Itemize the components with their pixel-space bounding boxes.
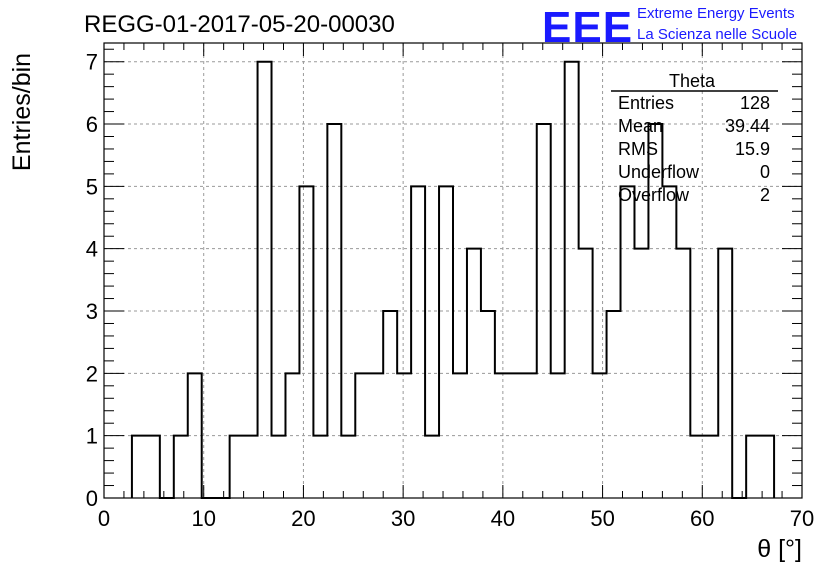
x-tick-label: 40: [491, 506, 515, 531]
histogram-bin: [341, 436, 355, 498]
histogram-bin: [746, 436, 760, 498]
histogram-bin: [760, 436, 774, 498]
x-tick-label: 30: [391, 506, 415, 531]
plot-frame: [103, 42, 803, 499]
histogram-outline: [130, 60, 776, 499]
y-tick-label: 1: [86, 424, 98, 449]
histogram-bin: [146, 436, 160, 498]
histogram-bin: [244, 436, 258, 498]
histogram-bin: [425, 436, 439, 498]
logo-line-2: La Scienza nelle Scuole: [637, 26, 797, 43]
y-tick-label: 4: [86, 237, 98, 262]
logo-line-1: Extreme Energy Events: [637, 5, 795, 22]
x-tick-label: 10: [191, 506, 215, 531]
y-tick-label: 2: [86, 361, 98, 386]
histogram-bin: [313, 436, 327, 498]
stats-row-value: 0: [760, 162, 770, 182]
stats-row-label: RMS: [618, 139, 658, 159]
eee-logo: EEE Extreme Energy Events La Scienza nel…: [542, 3, 797, 52]
histogram-bin: [439, 186, 453, 498]
histogram-bin: [383, 311, 397, 498]
stats-row-value: 15.9: [735, 139, 770, 159]
chart-title: REGG-01-2017-05-20-00030: [84, 11, 395, 38]
stats-rows: Entries 128 Mean 39.44 RMS 15.9 Underflow 0 Over…: [618, 93, 770, 205]
x-tick-label: 20: [291, 506, 315, 531]
y-tick-label: 3: [86, 299, 98, 324]
histogram-bin: [174, 436, 188, 498]
histogram-bin: [299, 186, 313, 498]
histogram-bin: [258, 62, 272, 498]
stats-row-label: Mean: [618, 116, 663, 136]
x-tick-label: 0: [98, 506, 110, 531]
stats-row-value: 128: [740, 93, 770, 113]
y-axis-label: Entries/bin: [8, 53, 36, 171]
histogram-bin: [481, 311, 495, 498]
histogram-bin: [662, 186, 676, 498]
x-axis-label: θ [°]: [757, 535, 802, 563]
x-axis-ticks: 0 10 20 30 40 50 60 70: [98, 43, 814, 531]
y-axis-ticks: 0 1 2 3 4 5 6 7: [86, 48, 802, 511]
histogram-bin: [565, 62, 579, 498]
x-tick-label: 50: [590, 506, 614, 531]
y-tick-label: 5: [86, 174, 98, 199]
histogram-bin: [230, 436, 244, 498]
histogram-bin: [704, 436, 718, 498]
y-tick-label: 7: [86, 50, 98, 75]
stats-row-value: 39.44: [725, 116, 770, 136]
histogram-bin: [411, 186, 425, 498]
stats-box: Theta Entries 128 Mean 39.44 RMS 15.9 Underflo…: [611, 71, 778, 205]
x-tick-label: 70: [790, 506, 814, 531]
y-tick-label: 0: [86, 486, 98, 511]
histogram-bin: [272, 436, 286, 498]
histogram-bin: [132, 436, 146, 498]
histogram-bin: [607, 311, 621, 498]
stats-row-label: Underflow: [618, 162, 700, 182]
histogram-bin: [621, 186, 635, 498]
y-tick-label: 6: [86, 112, 98, 137]
x-tick-label: 60: [690, 506, 714, 531]
stats-row-label: Overflow: [618, 185, 690, 205]
stats-title: Theta: [669, 71, 716, 91]
stats-row-label: Entries: [618, 93, 674, 113]
stats-row-value: 2: [760, 185, 770, 205]
logo-mark: EEE: [542, 3, 633, 52]
histogram-series: [130, 60, 776, 499]
